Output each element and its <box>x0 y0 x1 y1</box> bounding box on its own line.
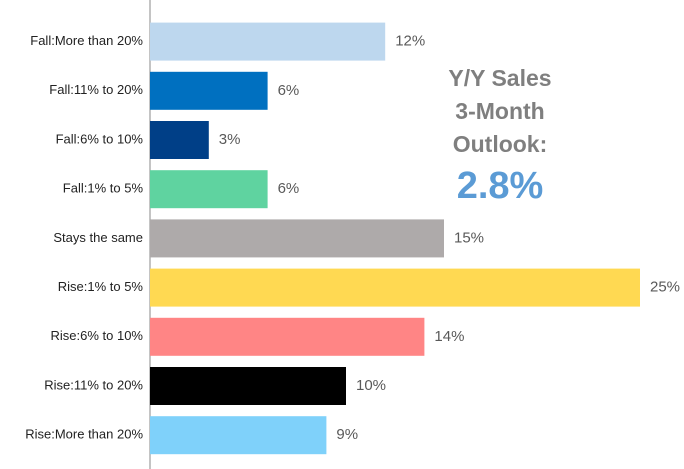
category-label: Fall:11% to 20% <box>49 82 143 97</box>
data-label: 25% <box>650 279 680 296</box>
bar <box>150 268 640 307</box>
category-label: Fall:6% to 10% <box>56 131 144 146</box>
annotation-line: Y/Y Sales <box>448 65 551 91</box>
data-label: 15% <box>454 229 484 246</box>
data-label: 14% <box>434 328 464 345</box>
data-label: 3% <box>219 131 241 148</box>
annotation-line: Outlook: <box>453 131 548 157</box>
data-label: 12% <box>395 33 425 50</box>
bar <box>150 317 425 356</box>
annotation-line: 3-Month <box>455 98 544 124</box>
category-label: Fall:1% to 5% <box>63 181 144 196</box>
bar <box>150 219 444 258</box>
category-label: Stays the same <box>53 230 143 245</box>
bar <box>150 121 209 159</box>
data-label: 9% <box>336 426 358 443</box>
data-label: 10% <box>356 377 386 394</box>
data-label: 6% <box>278 180 300 197</box>
data-label: 6% <box>278 82 300 99</box>
bar <box>150 416 327 455</box>
bar <box>150 367 346 405</box>
bar <box>150 22 386 61</box>
bar <box>150 71 268 110</box>
category-label: Fall:More than 20% <box>30 33 143 48</box>
annotation-value: 2.8% <box>457 165 544 207</box>
category-label: Rise:11% to 20% <box>44 377 143 392</box>
category-label: Rise:More than 20% <box>25 427 143 442</box>
bar <box>150 170 268 209</box>
category-label: Rise:6% to 10% <box>51 328 144 343</box>
category-label: Rise:1% to 5% <box>58 279 144 294</box>
